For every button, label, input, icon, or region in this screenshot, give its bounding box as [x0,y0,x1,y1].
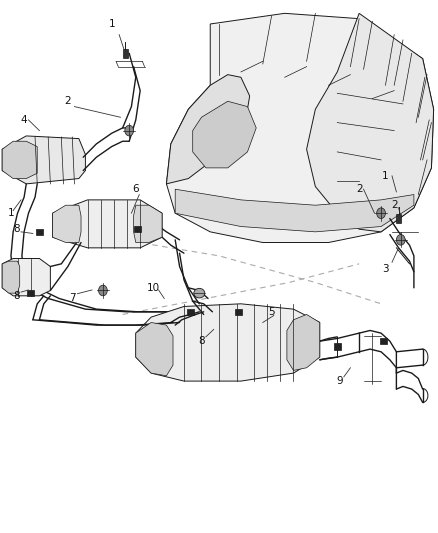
Polygon shape [2,136,85,184]
Text: 2: 2 [391,200,398,210]
Text: 6: 6 [132,184,139,194]
Polygon shape [136,304,320,381]
Polygon shape [307,13,434,232]
Bar [134,226,141,232]
Text: 7: 7 [69,294,76,303]
Polygon shape [193,101,256,168]
Bar [123,49,128,58]
Text: 1: 1 [108,19,115,29]
Bar [380,338,387,344]
Circle shape [377,208,385,219]
Polygon shape [134,205,162,243]
Polygon shape [166,13,434,243]
Text: 8: 8 [13,291,20,301]
Polygon shape [166,75,250,184]
Text: 5: 5 [268,307,275,317]
Bar [396,214,401,223]
Circle shape [99,285,107,296]
Text: 1: 1 [7,208,14,218]
Bar [36,229,43,235]
Polygon shape [2,261,20,293]
Text: 8: 8 [13,224,20,234]
Bar [235,309,242,315]
Polygon shape [2,141,37,179]
Text: 1: 1 [382,171,389,181]
Polygon shape [287,314,320,370]
Bar [334,343,341,350]
Bar [27,290,34,296]
Polygon shape [53,200,162,248]
Polygon shape [2,259,50,296]
Polygon shape [175,189,414,232]
Ellipse shape [194,288,205,298]
Polygon shape [136,322,173,376]
Text: 8: 8 [198,336,205,346]
Text: 3: 3 [382,264,389,274]
Polygon shape [53,205,81,243]
Text: 2: 2 [64,96,71,106]
Bar [187,309,194,315]
Text: 10: 10 [147,283,160,293]
Text: 4: 4 [21,115,28,125]
Text: 2: 2 [356,184,363,194]
Text: 9: 9 [336,376,343,386]
Circle shape [125,125,134,136]
Circle shape [396,235,405,245]
